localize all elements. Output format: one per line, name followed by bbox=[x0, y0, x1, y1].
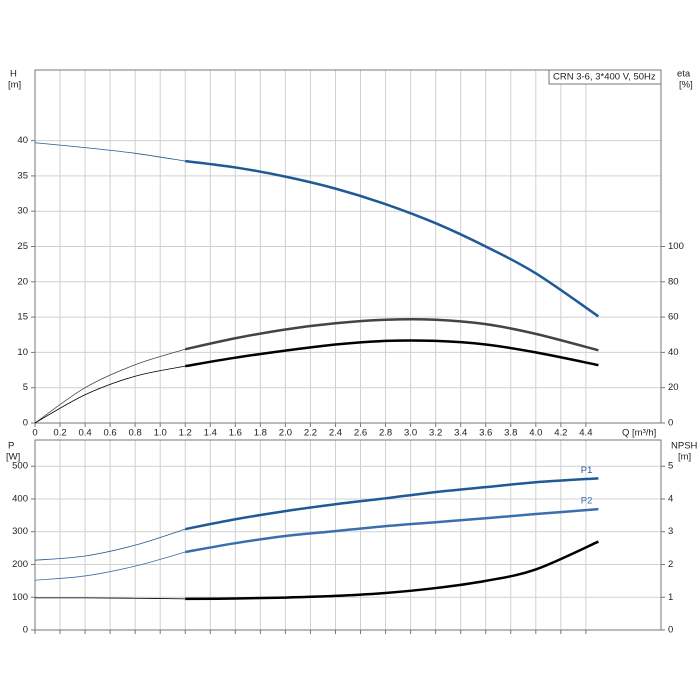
series-label: P2 bbox=[581, 496, 593, 507]
y2-axis-label: NPSH bbox=[671, 441, 698, 452]
y-tick-label: 500 bbox=[12, 461, 28, 472]
x-axis-label: Q [m³/h] bbox=[622, 428, 656, 439]
series-line-duty bbox=[185, 507, 599, 554]
y-tick-label: 35 bbox=[17, 170, 28, 181]
y2-tick-label: 1 bbox=[668, 592, 673, 603]
x-tick-label: 3.0 bbox=[404, 428, 417, 439]
y-tick-label: 25 bbox=[17, 241, 28, 252]
y2-tick-label: 2 bbox=[668, 559, 673, 570]
x-tick-label: 0.8 bbox=[129, 428, 142, 439]
y-tick-label: 400 bbox=[12, 493, 28, 504]
y2-tick-label: 5 bbox=[668, 461, 673, 472]
x-tick-label: 2.8 bbox=[379, 428, 392, 439]
y2-tick-label: 0 bbox=[668, 418, 673, 429]
series-line-duty bbox=[184, 318, 599, 352]
x-tick-label: 4.2 bbox=[554, 428, 567, 439]
series-line bbox=[34, 142, 186, 162]
chart-title: CRN 3-6, 3*400 V, 50Hz bbox=[553, 72, 656, 83]
plot-area bbox=[35, 440, 661, 630]
y-axis-unit: [m] bbox=[8, 80, 21, 91]
y-tick-label: 0 bbox=[23, 625, 28, 636]
x-tick-label: 2.2 bbox=[304, 428, 317, 439]
y2-axis-unit: [m] bbox=[678, 452, 691, 463]
series-line bbox=[34, 528, 186, 561]
y2-tick-label: 3 bbox=[668, 526, 673, 537]
x-tick-label: 0.6 bbox=[104, 428, 117, 439]
y2-tick-label: 40 bbox=[668, 347, 679, 358]
y-tick-label: 20 bbox=[17, 276, 28, 287]
x-tick-label: 1.8 bbox=[254, 428, 267, 439]
y2-tick-label: 0 bbox=[668, 625, 673, 636]
y-tick-label: 40 bbox=[17, 135, 28, 146]
series-line bbox=[34, 551, 186, 581]
plot-frame bbox=[34, 69, 662, 424]
series-line-duty bbox=[184, 477, 599, 531]
x-tick-label: 0.4 bbox=[78, 428, 91, 439]
y-axis-unit: [W] bbox=[6, 452, 20, 463]
x-tick-label: 2.0 bbox=[279, 428, 292, 439]
plot-frame bbox=[34, 439, 662, 631]
y-axis-label: P bbox=[8, 441, 14, 452]
y-axis-label: H bbox=[10, 69, 17, 80]
y2-tick-label: 20 bbox=[668, 382, 679, 393]
x-tick-label: 0.2 bbox=[53, 428, 66, 439]
x-tick-label: 1.2 bbox=[179, 428, 192, 439]
series-line bbox=[34, 597, 186, 600]
series-line-duty bbox=[185, 540, 599, 601]
x-tick-label: 2.4 bbox=[329, 428, 342, 439]
title-box bbox=[548, 69, 662, 85]
x-tick-label: 2.6 bbox=[354, 428, 367, 439]
y-tick-label: 30 bbox=[17, 206, 28, 217]
series-line bbox=[34, 365, 186, 424]
y2-axis-unit: [%] bbox=[679, 80, 693, 91]
x-tick-label: 4.4 bbox=[579, 428, 592, 439]
y2-tick-label: 60 bbox=[668, 312, 679, 323]
y-tick-label: 5 bbox=[23, 382, 28, 393]
y-tick-label: 0 bbox=[23, 418, 28, 429]
y-tick-label: 15 bbox=[17, 312, 28, 323]
y2-tick-label: 100 bbox=[668, 241, 684, 252]
x-tick-label: 3.6 bbox=[479, 428, 492, 439]
series-line-duty bbox=[185, 339, 599, 368]
y2-tick-label: 4 bbox=[668, 493, 673, 504]
y-tick-label: 10 bbox=[17, 347, 28, 358]
y-tick-label: 100 bbox=[12, 592, 28, 603]
x-tick-label: 3.4 bbox=[454, 428, 467, 439]
series-line bbox=[34, 348, 186, 424]
x-tick-label: 3.8 bbox=[504, 428, 517, 439]
x-tick-label: 4.0 bbox=[529, 428, 542, 439]
y2-tick-label: 80 bbox=[668, 276, 679, 287]
y-tick-label: 200 bbox=[12, 559, 28, 570]
x-tick-label: 1.6 bbox=[229, 428, 242, 439]
series-line-duty bbox=[185, 159, 600, 318]
x-tick-label: 0 bbox=[32, 428, 37, 439]
y2-axis-label: eta bbox=[677, 69, 691, 80]
x-tick-label: 1.4 bbox=[204, 428, 217, 439]
series-label: P1 bbox=[581, 465, 593, 476]
y-tick-label: 300 bbox=[12, 526, 28, 537]
x-tick-label: 3.2 bbox=[429, 428, 442, 439]
x-tick-label: 1.0 bbox=[154, 428, 167, 439]
